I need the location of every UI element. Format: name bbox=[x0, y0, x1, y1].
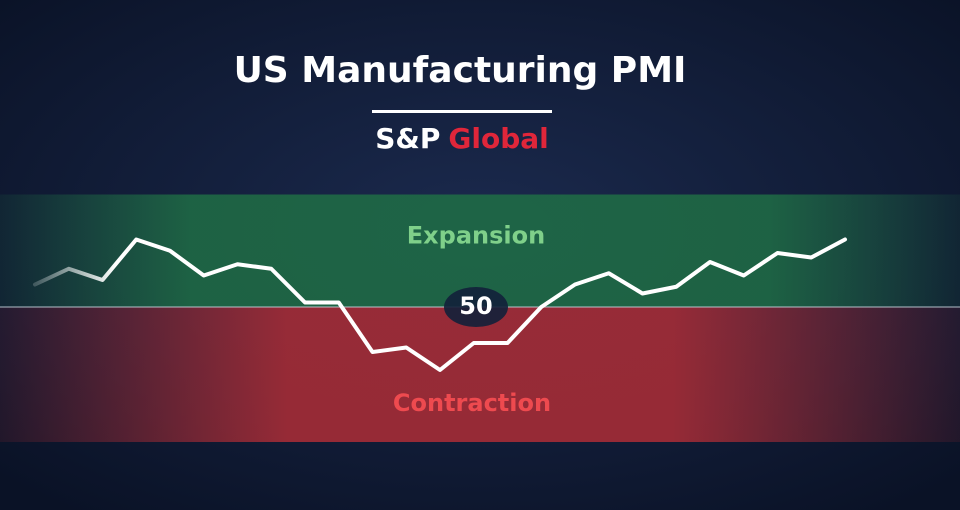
divider bbox=[372, 110, 552, 113]
reference-badge bbox=[444, 287, 508, 327]
zone-label: Expansion bbox=[407, 222, 545, 250]
contraction-zone bbox=[0, 307, 960, 442]
brand-suffix: Global bbox=[448, 122, 548, 155]
reference-label: 50 bbox=[459, 292, 492, 320]
brand-logo: S&P Global bbox=[375, 122, 548, 155]
data-line bbox=[33, 237, 847, 372]
zone-label: Contraction bbox=[393, 389, 551, 417]
brand-name: S&P bbox=[375, 122, 440, 155]
chart-title: US Manufacturing PMI bbox=[234, 50, 687, 91]
